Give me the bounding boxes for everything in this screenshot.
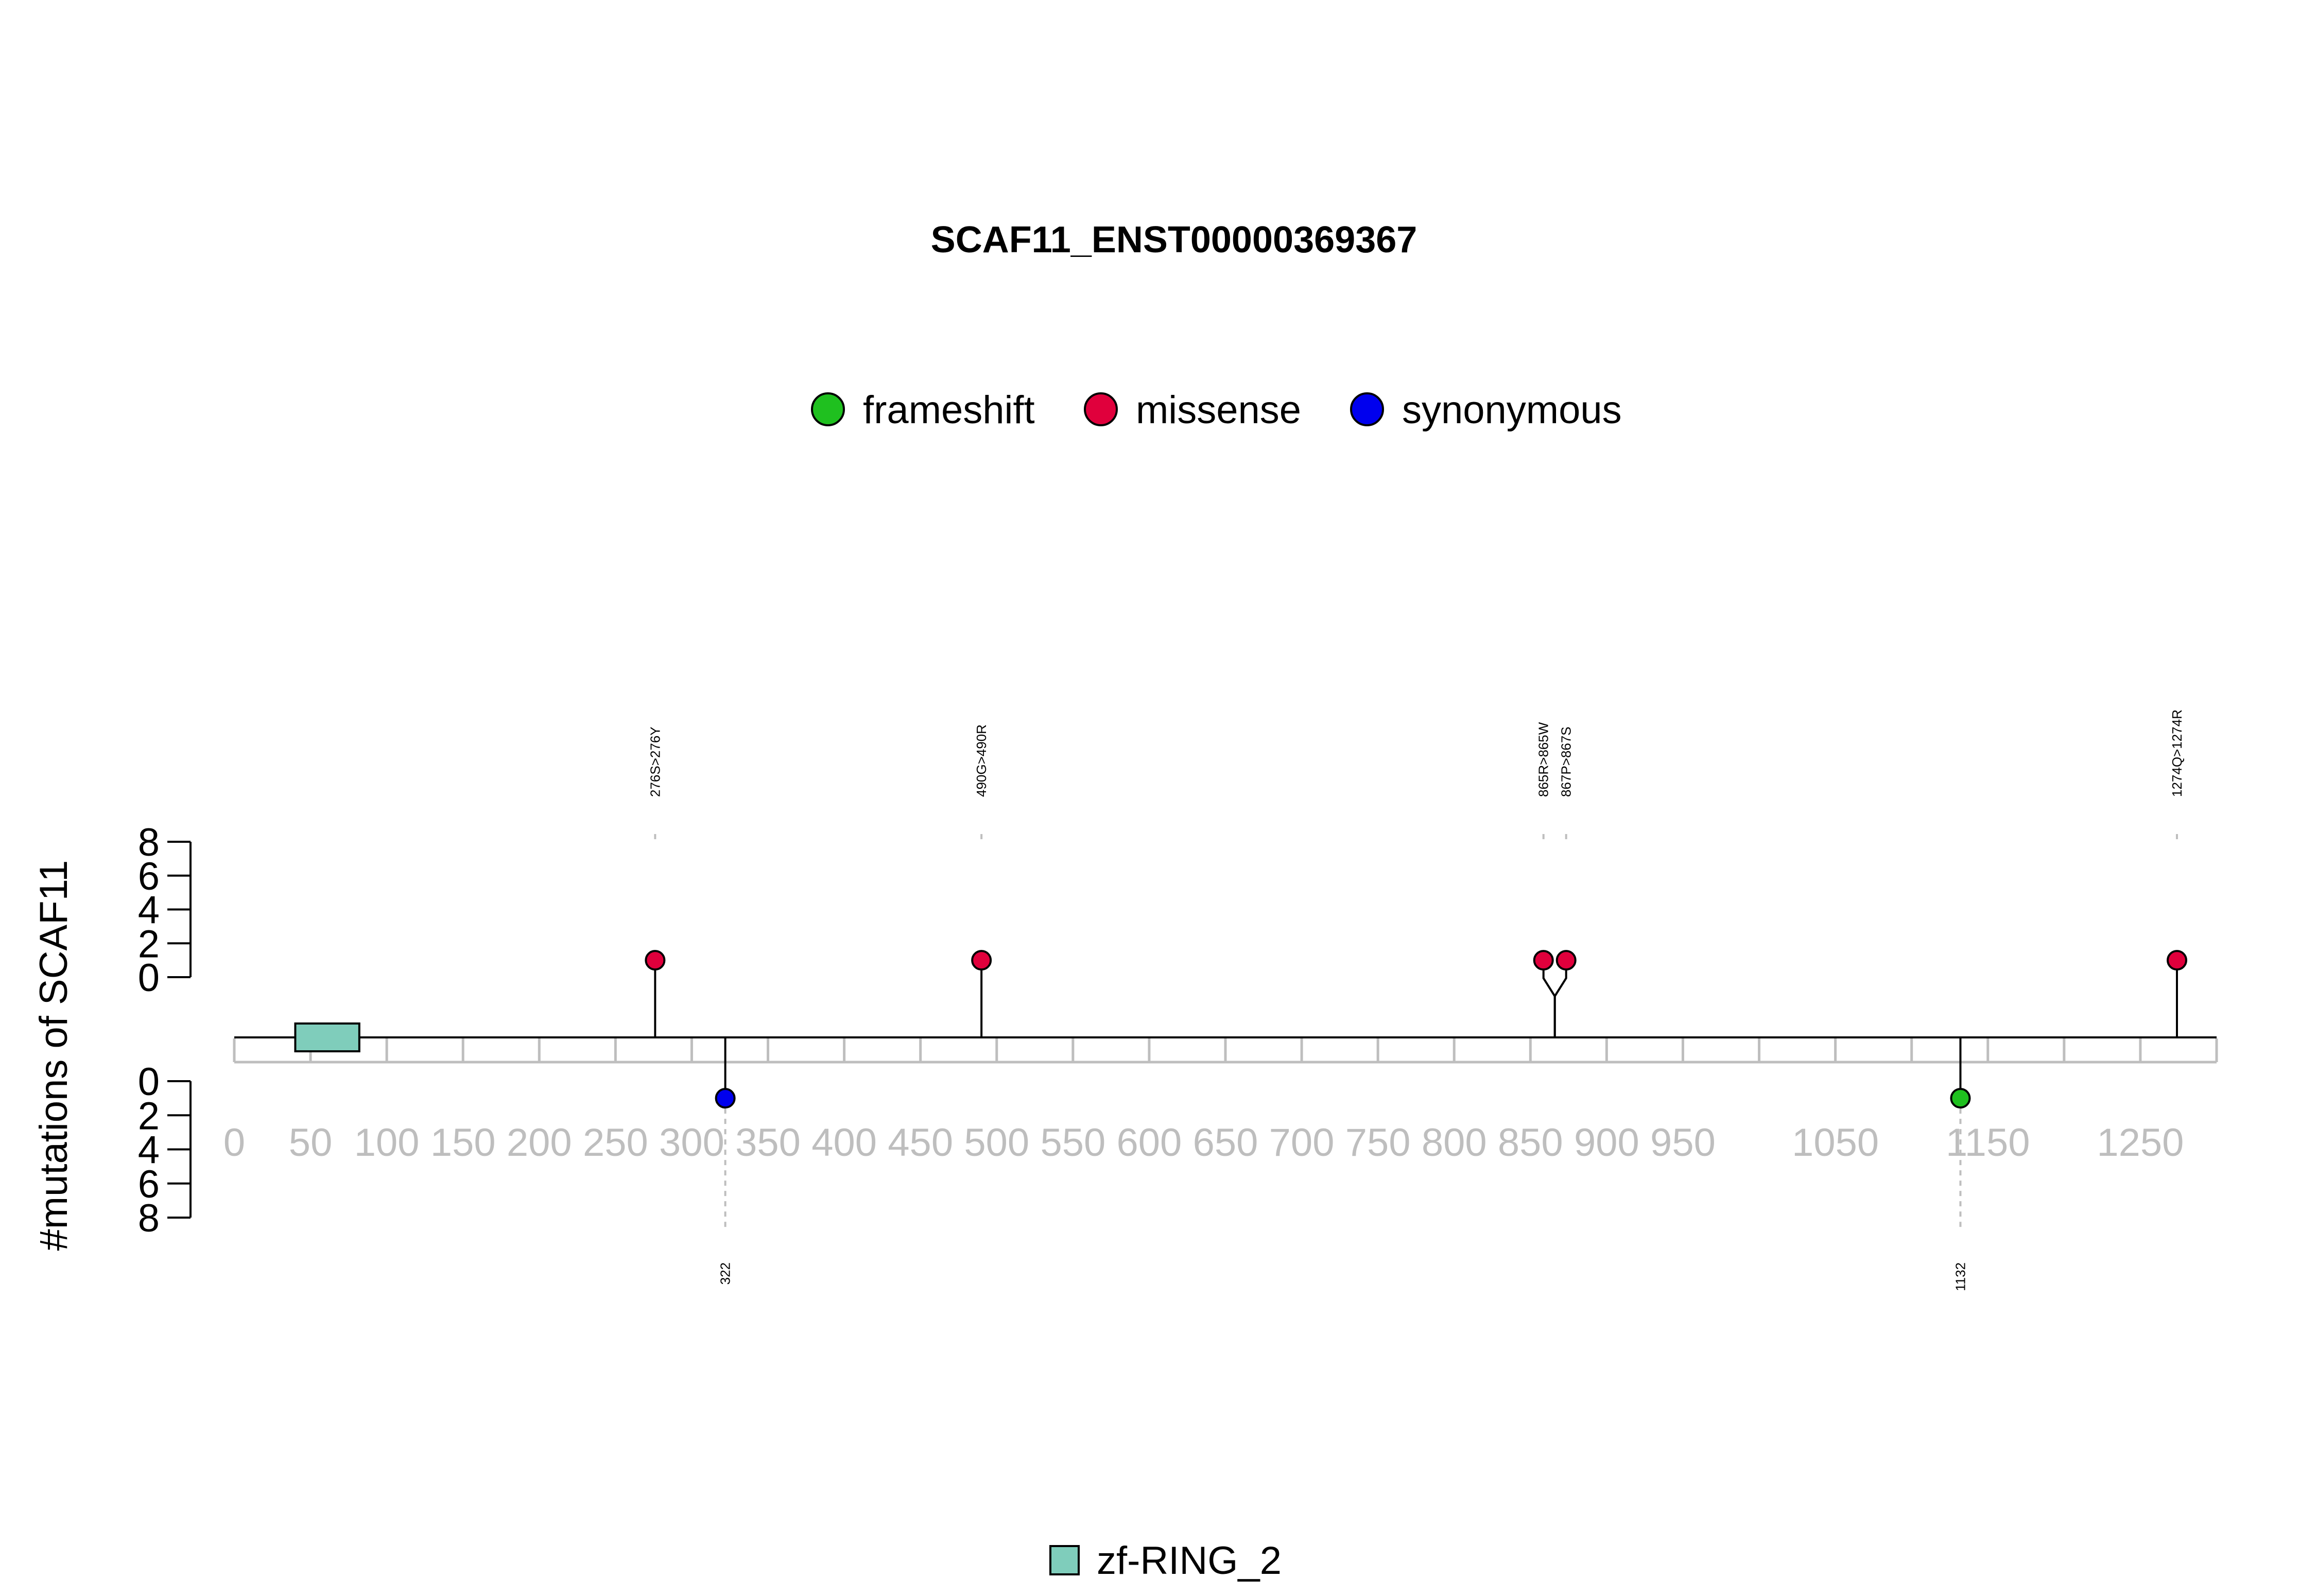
mutation-1132-point (1950, 1088, 1971, 1109)
y-axis-bottom-tick-label: 8 (138, 1196, 160, 1240)
mutation-867p-867s-point (1555, 950, 1577, 971)
legend-synonymous-label: synonymous (1402, 388, 1622, 432)
legend-frameshift-swatch (811, 392, 845, 426)
y-axis-bottom-tick-label: 4 (138, 1129, 160, 1172)
mutation-type-legend: frameshift missense synonymous (811, 388, 1622, 432)
chart-title: SCAF11_ENST00000369367 (931, 219, 1417, 261)
mutation-276s-276y-point (645, 950, 666, 971)
mutation-1274q-1274r-label: 1274Q>1274R (2169, 709, 2185, 797)
mutation-322-point (715, 1088, 736, 1109)
x-axis-tick-label: 350 (735, 1121, 801, 1165)
mutation-1274q-1274r-point (2167, 950, 2187, 971)
y-axis-bottom-tick-label: 6 (138, 1163, 160, 1206)
y-axis-top-tick-label: 0 (138, 956, 160, 1000)
mutation-276s-276y-label: 276S>276Y (647, 726, 663, 797)
mutation-865r-865w-point (1533, 950, 1554, 971)
legend-frameshift-label: frameshift (863, 388, 1035, 432)
x-axis-tick-label: 900 (1574, 1121, 1639, 1165)
mutation-865r-865w-stem (1542, 960, 1556, 1037)
x-axis-tick-label: 0 (223, 1121, 245, 1165)
x-axis-tick-label: 450 (888, 1121, 953, 1165)
x-axis-tick-label: 850 (1498, 1121, 1563, 1165)
x-axis-tick-label: 800 (1422, 1121, 1487, 1165)
mutation-867p-867s-label: 867P>867S (1559, 726, 1574, 797)
legend-synonymous-swatch (1350, 392, 1384, 426)
x-axis-tick-label: 700 (1269, 1121, 1335, 1165)
domains-layer (294, 1022, 360, 1052)
domain-legend-zf-RING_2-swatch (1049, 1545, 1080, 1575)
x-axis-tick-label: 500 (964, 1121, 1029, 1165)
x-axis-tick-label: 1050 (1792, 1121, 1879, 1165)
x-axis-tick-label: 1250 (2097, 1121, 2184, 1165)
mutation-322-label: 322 (718, 1262, 733, 1285)
x-axis-tick-label: 950 (1650, 1121, 1716, 1165)
domain-legend: zf-RING_2 (1049, 1539, 1282, 1583)
mutation-1132-label: 1132 (1952, 1262, 1968, 1291)
y-axis-bottom-tick-label: 2 (138, 1094, 160, 1138)
mutation-867p-867s-stem (1553, 960, 1567, 1037)
x-axis-tick-label: 550 (1040, 1121, 1105, 1165)
legend-missense-label: missense (1136, 388, 1301, 432)
y-axis-label: #mutations of SCAF11 (32, 860, 76, 1251)
mutations-layer: 276S>276Y 490G>490R 865R>865W 867P>867S 1274… (645, 709, 2187, 1291)
y-axis-top-tick-label: 4 (138, 889, 160, 932)
y-axis-top-tick-label: 2 (138, 922, 160, 966)
y-axis-top-tick-label: 8 (138, 821, 160, 864)
legend-missense-swatch (1084, 392, 1118, 426)
x-axis-tick-label: 400 (811, 1121, 877, 1165)
y-axis-bottom-tick-label: 0 (138, 1060, 160, 1104)
x-axis-tick-label: 1150 (1946, 1121, 2030, 1165)
x-axis-tick-label: 250 (583, 1121, 648, 1165)
mutation-490g-490r-point (971, 950, 992, 971)
x-axis-tick-label: 300 (659, 1121, 724, 1165)
x-axis-tick-label: 150 (430, 1121, 496, 1165)
y-axis-top-tick-label: 6 (138, 855, 160, 898)
x-axis-tick-label: 100 (354, 1121, 420, 1165)
x-axis-tick-label: 650 (1193, 1121, 1258, 1165)
x-axis-tick-label: 200 (507, 1121, 572, 1165)
domain-legend-zf-RING_2-label: zf-RING_2 (1097, 1539, 1282, 1583)
x-axis-tick-label: 750 (1345, 1121, 1411, 1165)
x-axis-tick-label: 50 (289, 1121, 333, 1165)
mutation-490g-490r-label: 490G>490R (974, 724, 989, 797)
x-axis-tick-label: 600 (1117, 1121, 1182, 1165)
x-axis: 0 50 100 150 200 250 300 350 400 450 500 550 600 650 7… (223, 1038, 2218, 1165)
mutation-865r-865w-label: 865R>865W (1536, 722, 1551, 797)
domain-zf-RING_2 (294, 1022, 360, 1052)
